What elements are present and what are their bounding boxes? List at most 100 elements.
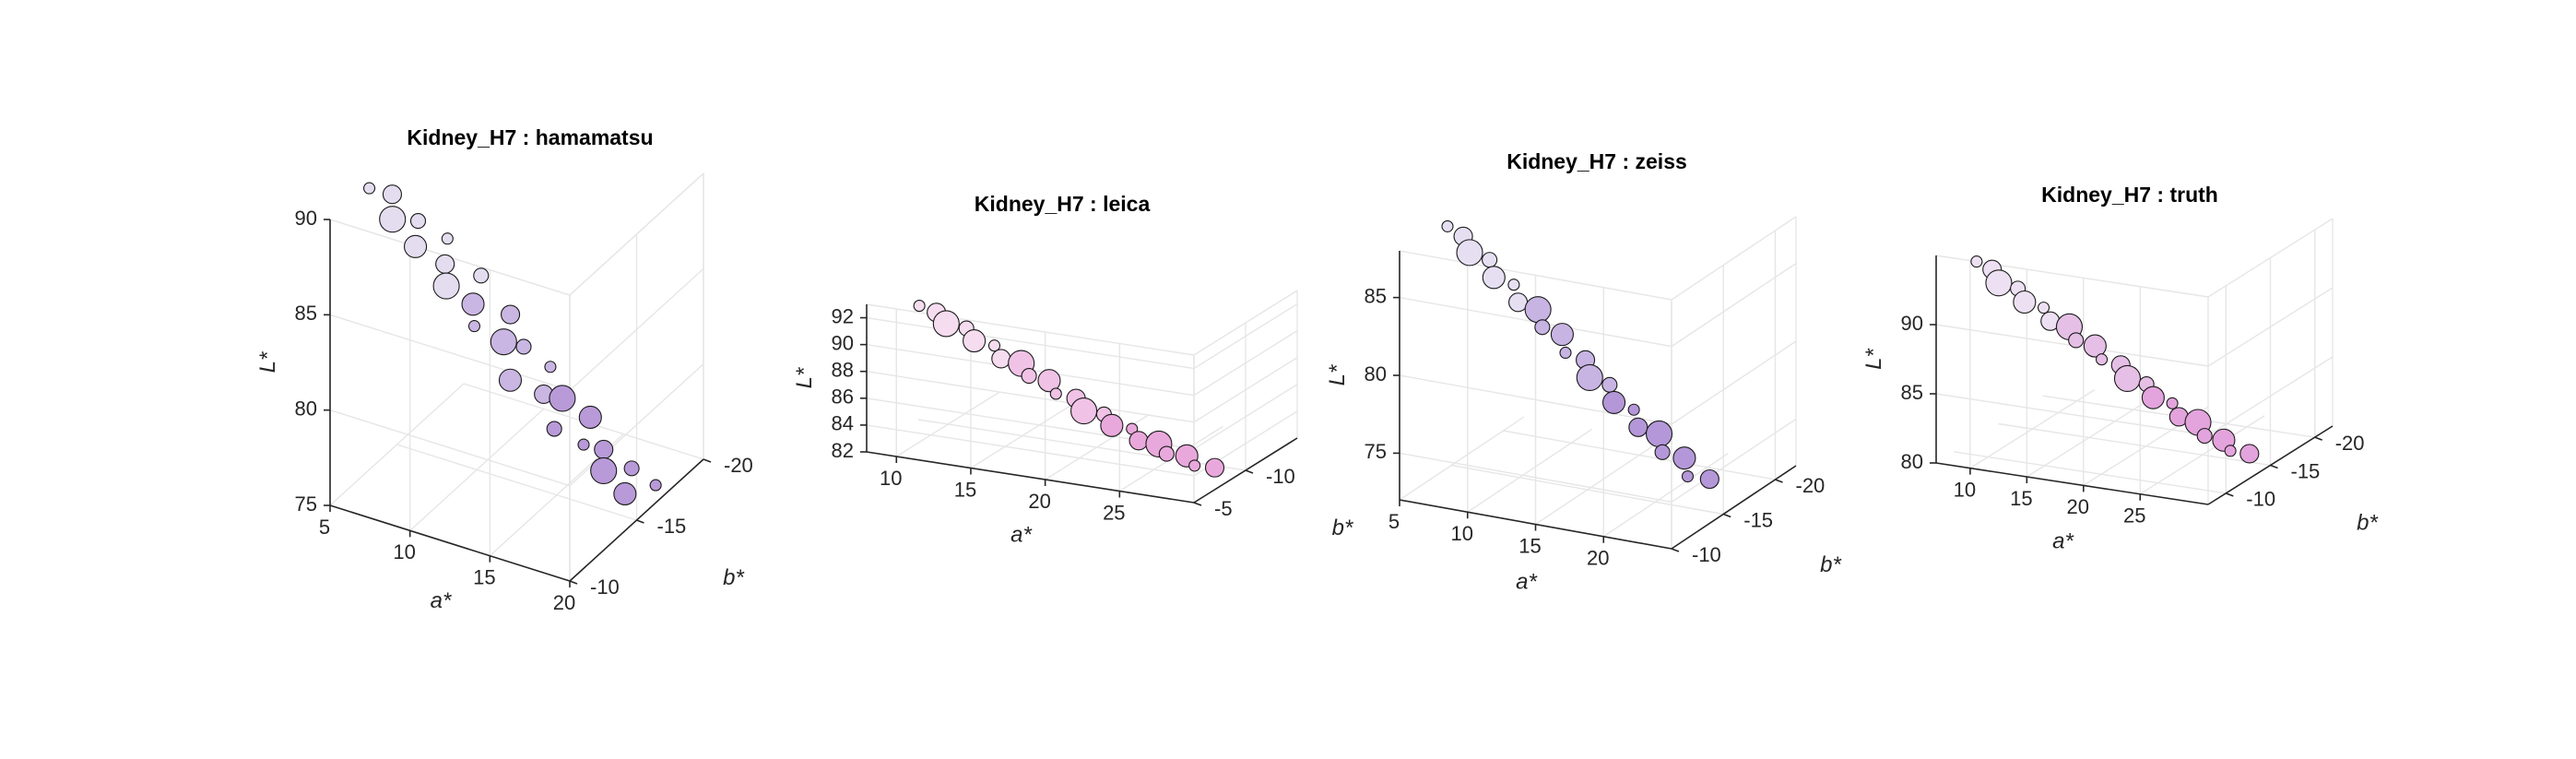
grid-line (329, 314, 571, 392)
data-point (379, 206, 407, 233)
data-point (382, 184, 403, 205)
data-point (1128, 431, 1149, 451)
y-tick (569, 580, 578, 585)
x-tick-label: 5 (319, 516, 330, 539)
data-point (2096, 353, 2109, 366)
x-tick-label: 20 (2067, 495, 2089, 518)
z-tick-label: 88 (832, 359, 854, 382)
grid-line (1671, 263, 1797, 348)
data-point (2013, 290, 2037, 314)
grid-line (1998, 422, 2271, 467)
grid-line (2207, 356, 2334, 436)
z-tick-label: 80 (295, 397, 317, 420)
y-tick-label: -10 (2246, 488, 2275, 511)
data-point (1482, 266, 1506, 290)
x-tick-label: 20 (1028, 490, 1050, 513)
scatter-points (1441, 219, 1719, 490)
data-point (1508, 292, 1529, 313)
data-point (932, 310, 960, 338)
data-point (515, 338, 532, 355)
y-tick-label: -20 (1796, 474, 1826, 497)
data-point (467, 320, 481, 333)
x-tick-label: 15 (954, 478, 976, 501)
x-tick-label: 20 (1587, 547, 1609, 570)
data-point (1559, 346, 1572, 360)
scatter-points (1970, 255, 2260, 464)
grid-line (1503, 430, 1776, 480)
data-point (1985, 269, 2013, 297)
data-point (987, 339, 1001, 352)
y-tick-label: -10 (590, 575, 620, 599)
y-axis-label: b* (723, 565, 744, 590)
z-axis-label: L* (792, 367, 817, 388)
data-point (594, 439, 614, 459)
z-tick-label: 90 (295, 207, 317, 230)
grid-line (1193, 290, 1298, 356)
z-tick-label: 82 (832, 439, 854, 462)
grid-line (396, 444, 637, 521)
grid-line (1193, 302, 1298, 370)
data-point (649, 479, 662, 492)
data-point (1681, 469, 1695, 483)
grid-line (866, 424, 1195, 477)
panel-zeiss: Kidney_H7 : zeiss a* b* L* 5 10 15 20 -20 -15… (1325, 149, 1842, 595)
data-point (1070, 397, 1098, 425)
x-axis-line (329, 504, 571, 582)
x-tick-label: 15 (473, 565, 495, 588)
y-tick (1193, 502, 1202, 506)
data-point (1602, 390, 1626, 414)
y-axis-label: b* (2357, 511, 2378, 536)
data-point (441, 232, 454, 245)
x-axis-line (866, 451, 1195, 504)
x-axis-label: a* (2052, 529, 2074, 554)
plot-title: Kidney_H7 : leica (975, 192, 1151, 216)
y-tick-label: -10 (1266, 465, 1295, 488)
data-point (473, 267, 490, 284)
grid-line (1954, 451, 2227, 494)
y-tick (1775, 479, 1783, 483)
data-point (490, 328, 517, 356)
z-tick-label: 75 (295, 492, 317, 516)
y-tick (2270, 464, 2278, 469)
scatter-points (362, 182, 662, 506)
y-tick (636, 519, 644, 524)
grid-line (2207, 218, 2334, 298)
y-tick (1245, 469, 1254, 474)
data-point (590, 457, 618, 485)
x-tick-label: 25 (2123, 504, 2145, 528)
y-tick (2226, 492, 2234, 497)
x-tick-label: 20 (553, 591, 575, 614)
data-point (1158, 445, 1175, 462)
grid-line (1671, 340, 1797, 425)
data-point (1021, 368, 1037, 385)
data-point (2166, 397, 2179, 409)
x-axis-label: a* (431, 588, 452, 613)
data-point (2113, 364, 2142, 392)
data-point (623, 460, 640, 477)
data-point (435, 254, 455, 274)
data-point (1550, 323, 1574, 347)
data-point (2196, 428, 2213, 445)
grid-line (1193, 330, 1298, 397)
data-point (991, 349, 1011, 369)
data-point (2068, 332, 2085, 349)
data-point (1100, 413, 1124, 437)
data-point (1699, 468, 1719, 490)
data-point (1441, 219, 1454, 232)
x-axis-label: a* (1516, 570, 1537, 595)
data-point (1970, 255, 1983, 268)
x-tick-label: 10 (1451, 522, 1473, 545)
x-tick-label: 25 (1103, 501, 1125, 524)
y-tick-label: -15 (2291, 459, 2321, 482)
data-point (1534, 319, 1551, 336)
data-point (461, 292, 485, 316)
data-point (546, 421, 562, 437)
y-tick (1722, 513, 1731, 518)
x-tick-label: 10 (393, 540, 415, 563)
data-point (613, 481, 637, 506)
data-point (1628, 417, 1648, 437)
panel-leica: Kidney_H7 : leica a* b* L* 10 15 20 25 -10 -5… (792, 192, 1353, 548)
data-point (2141, 385, 2165, 409)
data-point (1627, 403, 1640, 416)
z-tick-label: 85 (295, 302, 317, 325)
